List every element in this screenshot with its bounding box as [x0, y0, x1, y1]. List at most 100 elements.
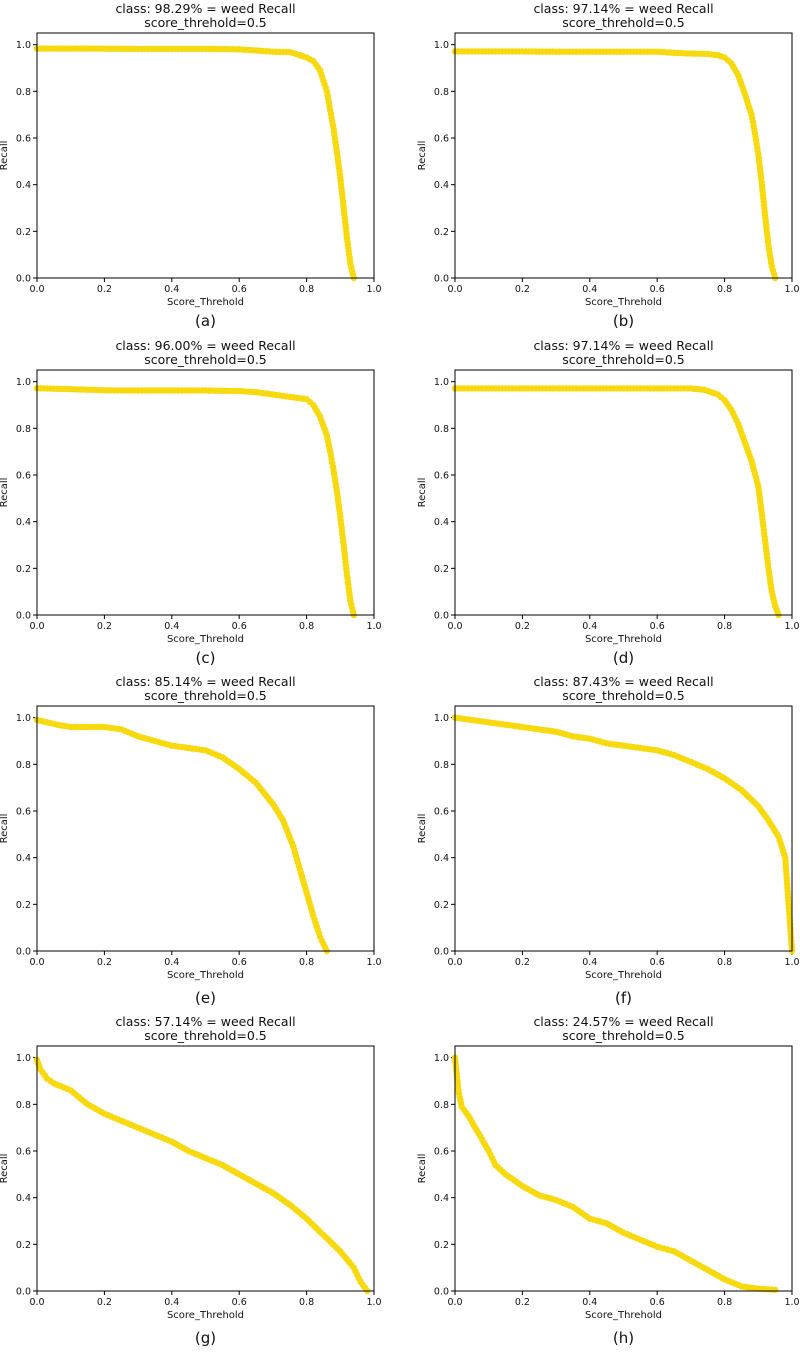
x-tick-label: 0.4 — [164, 621, 179, 632]
y-tick-label: 0.8 — [16, 760, 31, 771]
y-axis-label: Recall — [0, 141, 10, 171]
x-tick-label: 0.4 — [164, 1297, 179, 1308]
series-line — [455, 387, 780, 616]
x-tick-label: 0.2 — [515, 284, 530, 295]
x-axis-label: Score_Threhold — [585, 297, 662, 308]
series-markers — [33, 385, 357, 619]
y-axis-label: Recall — [417, 478, 428, 508]
x-axis-label: Score_Threhold — [167, 634, 244, 645]
y-tick-label: 0.8 — [16, 1100, 31, 1111]
panel-caption: (d) — [613, 649, 634, 667]
panel-caption: (a) — [195, 312, 216, 330]
y-tick-label: 0.6 — [434, 134, 449, 145]
x-axis-label: Score_Threhold — [585, 1310, 662, 1321]
x-tick-label: 0.0 — [29, 284, 44, 295]
x-tick-label: 0.2 — [515, 957, 530, 968]
x-tick-label: 0.6 — [232, 1297, 247, 1308]
y-tick-label: 0.4 — [434, 1193, 449, 1204]
chart-title: class: 97.14% = weed Recall — [533, 1, 713, 16]
y-tick-label: 0.8 — [434, 1100, 449, 1111]
y-axis-label: Recall — [0, 478, 10, 508]
chart-subtitle: score_threhold=0.5 — [144, 1028, 267, 1043]
x-tick-label: 0.6 — [650, 1297, 665, 1308]
plot-frame — [36, 369, 375, 616]
x-tick-label: 0.4 — [582, 1297, 597, 1308]
x-tick-label: 0.8 — [299, 284, 314, 295]
chart-panel-1: class: 98.29% = weed Recallscore_threhol… — [0, 1, 382, 330]
series-markers — [33, 45, 357, 282]
chart-panel-3: class: 96.00% = weed Recallscore_threhol… — [0, 338, 382, 667]
y-axis-label: Recall — [0, 814, 10, 844]
x-tick-label: 0.0 — [29, 621, 44, 632]
y-axis-label: Recall — [417, 814, 428, 844]
series-line — [36, 719, 328, 952]
plot-frame — [454, 32, 793, 279]
x-tick-label: 0.8 — [717, 1297, 732, 1308]
chart-panel-5: class: 85.14% = weed Recallscore_threhol… — [0, 674, 382, 1007]
y-tick-label: 0.8 — [16, 424, 31, 435]
x-tick-label: 0.4 — [582, 621, 597, 632]
panel-caption: (f) — [615, 989, 632, 1007]
x-tick-label: 0.6 — [232, 957, 247, 968]
y-tick-label: 1.0 — [434, 40, 449, 51]
x-tick-label: 0.4 — [582, 284, 597, 295]
y-tick-label: 0.8 — [434, 760, 449, 771]
series-markers — [33, 716, 330, 955]
x-tick-label: 1.0 — [784, 1297, 799, 1308]
x-axis-label: Score_Threhold — [167, 970, 244, 981]
x-tick-label: 0.2 — [515, 621, 530, 632]
series-line — [455, 50, 776, 279]
x-tick-label: 0.6 — [650, 284, 665, 295]
series-line — [454, 716, 793, 952]
y-axis-label: Recall — [417, 141, 428, 171]
y-tick-label: 0.6 — [16, 134, 31, 145]
y-tick-label: 0.4 — [16, 1193, 31, 1204]
y-tick-label: 0.0 — [16, 611, 31, 622]
chart-subtitle: score_threhold=0.5 — [562, 688, 685, 703]
y-tick-label: 0.2 — [16, 564, 31, 575]
y-tick-label: 0.2 — [16, 227, 31, 238]
y-tick-label: 0.4 — [16, 180, 31, 191]
x-tick-label: 0.6 — [232, 284, 247, 295]
chart-title: class: 24.57% = weed Recall — [533, 1014, 713, 1029]
y-tick-label: 0.6 — [16, 471, 31, 482]
chart-panel-4: class: 97.14% = weed Recallscore_threhol… — [417, 338, 800, 667]
x-tick-label: 0.6 — [650, 957, 665, 968]
x-tick-label: 0.8 — [717, 957, 732, 968]
chart-subtitle: score_threhold=0.5 — [562, 352, 685, 367]
panel-caption: (g) — [195, 1329, 216, 1347]
x-axis-label: Score_Threhold — [585, 634, 662, 645]
chart-panel-2: class: 97.14% = weed Recallscore_threhol… — [417, 1, 800, 330]
series-markers — [451, 385, 782, 619]
x-tick-label: 0.8 — [299, 1297, 314, 1308]
x-tick-label: 0.2 — [515, 1297, 530, 1308]
x-tick-label: 1.0 — [784, 957, 799, 968]
x-tick-label: 1.0 — [366, 284, 381, 295]
x-tick-label: 1.0 — [366, 621, 381, 632]
x-tick-label: 0.4 — [582, 957, 597, 968]
data-point — [771, 1286, 779, 1294]
y-tick-label: 0.0 — [434, 274, 449, 285]
y-tick-label: 0.8 — [434, 87, 449, 98]
series-line — [36, 387, 355, 616]
x-tick-label: 1.0 — [784, 284, 799, 295]
plot-frame — [454, 705, 793, 952]
x-tick-label: 1.0 — [366, 1297, 381, 1308]
y-tick-label: 1.0 — [16, 1053, 31, 1064]
x-tick-label: 0.2 — [97, 621, 112, 632]
y-tick-label: 0.4 — [16, 853, 31, 864]
y-tick-label: 0.2 — [434, 227, 449, 238]
y-tick-label: 0.2 — [16, 900, 31, 911]
chart-panel-7: class: 57.14% = weed Recallscore_threhol… — [0, 1014, 382, 1347]
y-tick-label: 0.2 — [434, 564, 449, 575]
y-tick-label: 0.6 — [16, 807, 31, 818]
chart-title: class: 87.43% = weed Recall — [533, 674, 713, 689]
x-tick-label: 0.8 — [717, 284, 732, 295]
chart-title: class: 85.14% = weed Recall — [115, 674, 295, 689]
series-markers — [451, 48, 779, 282]
x-tick-label: 0.0 — [447, 957, 462, 968]
y-tick-label: 0.2 — [16, 1240, 31, 1251]
series-line — [37, 47, 355, 279]
x-tick-label: 0.4 — [164, 284, 179, 295]
